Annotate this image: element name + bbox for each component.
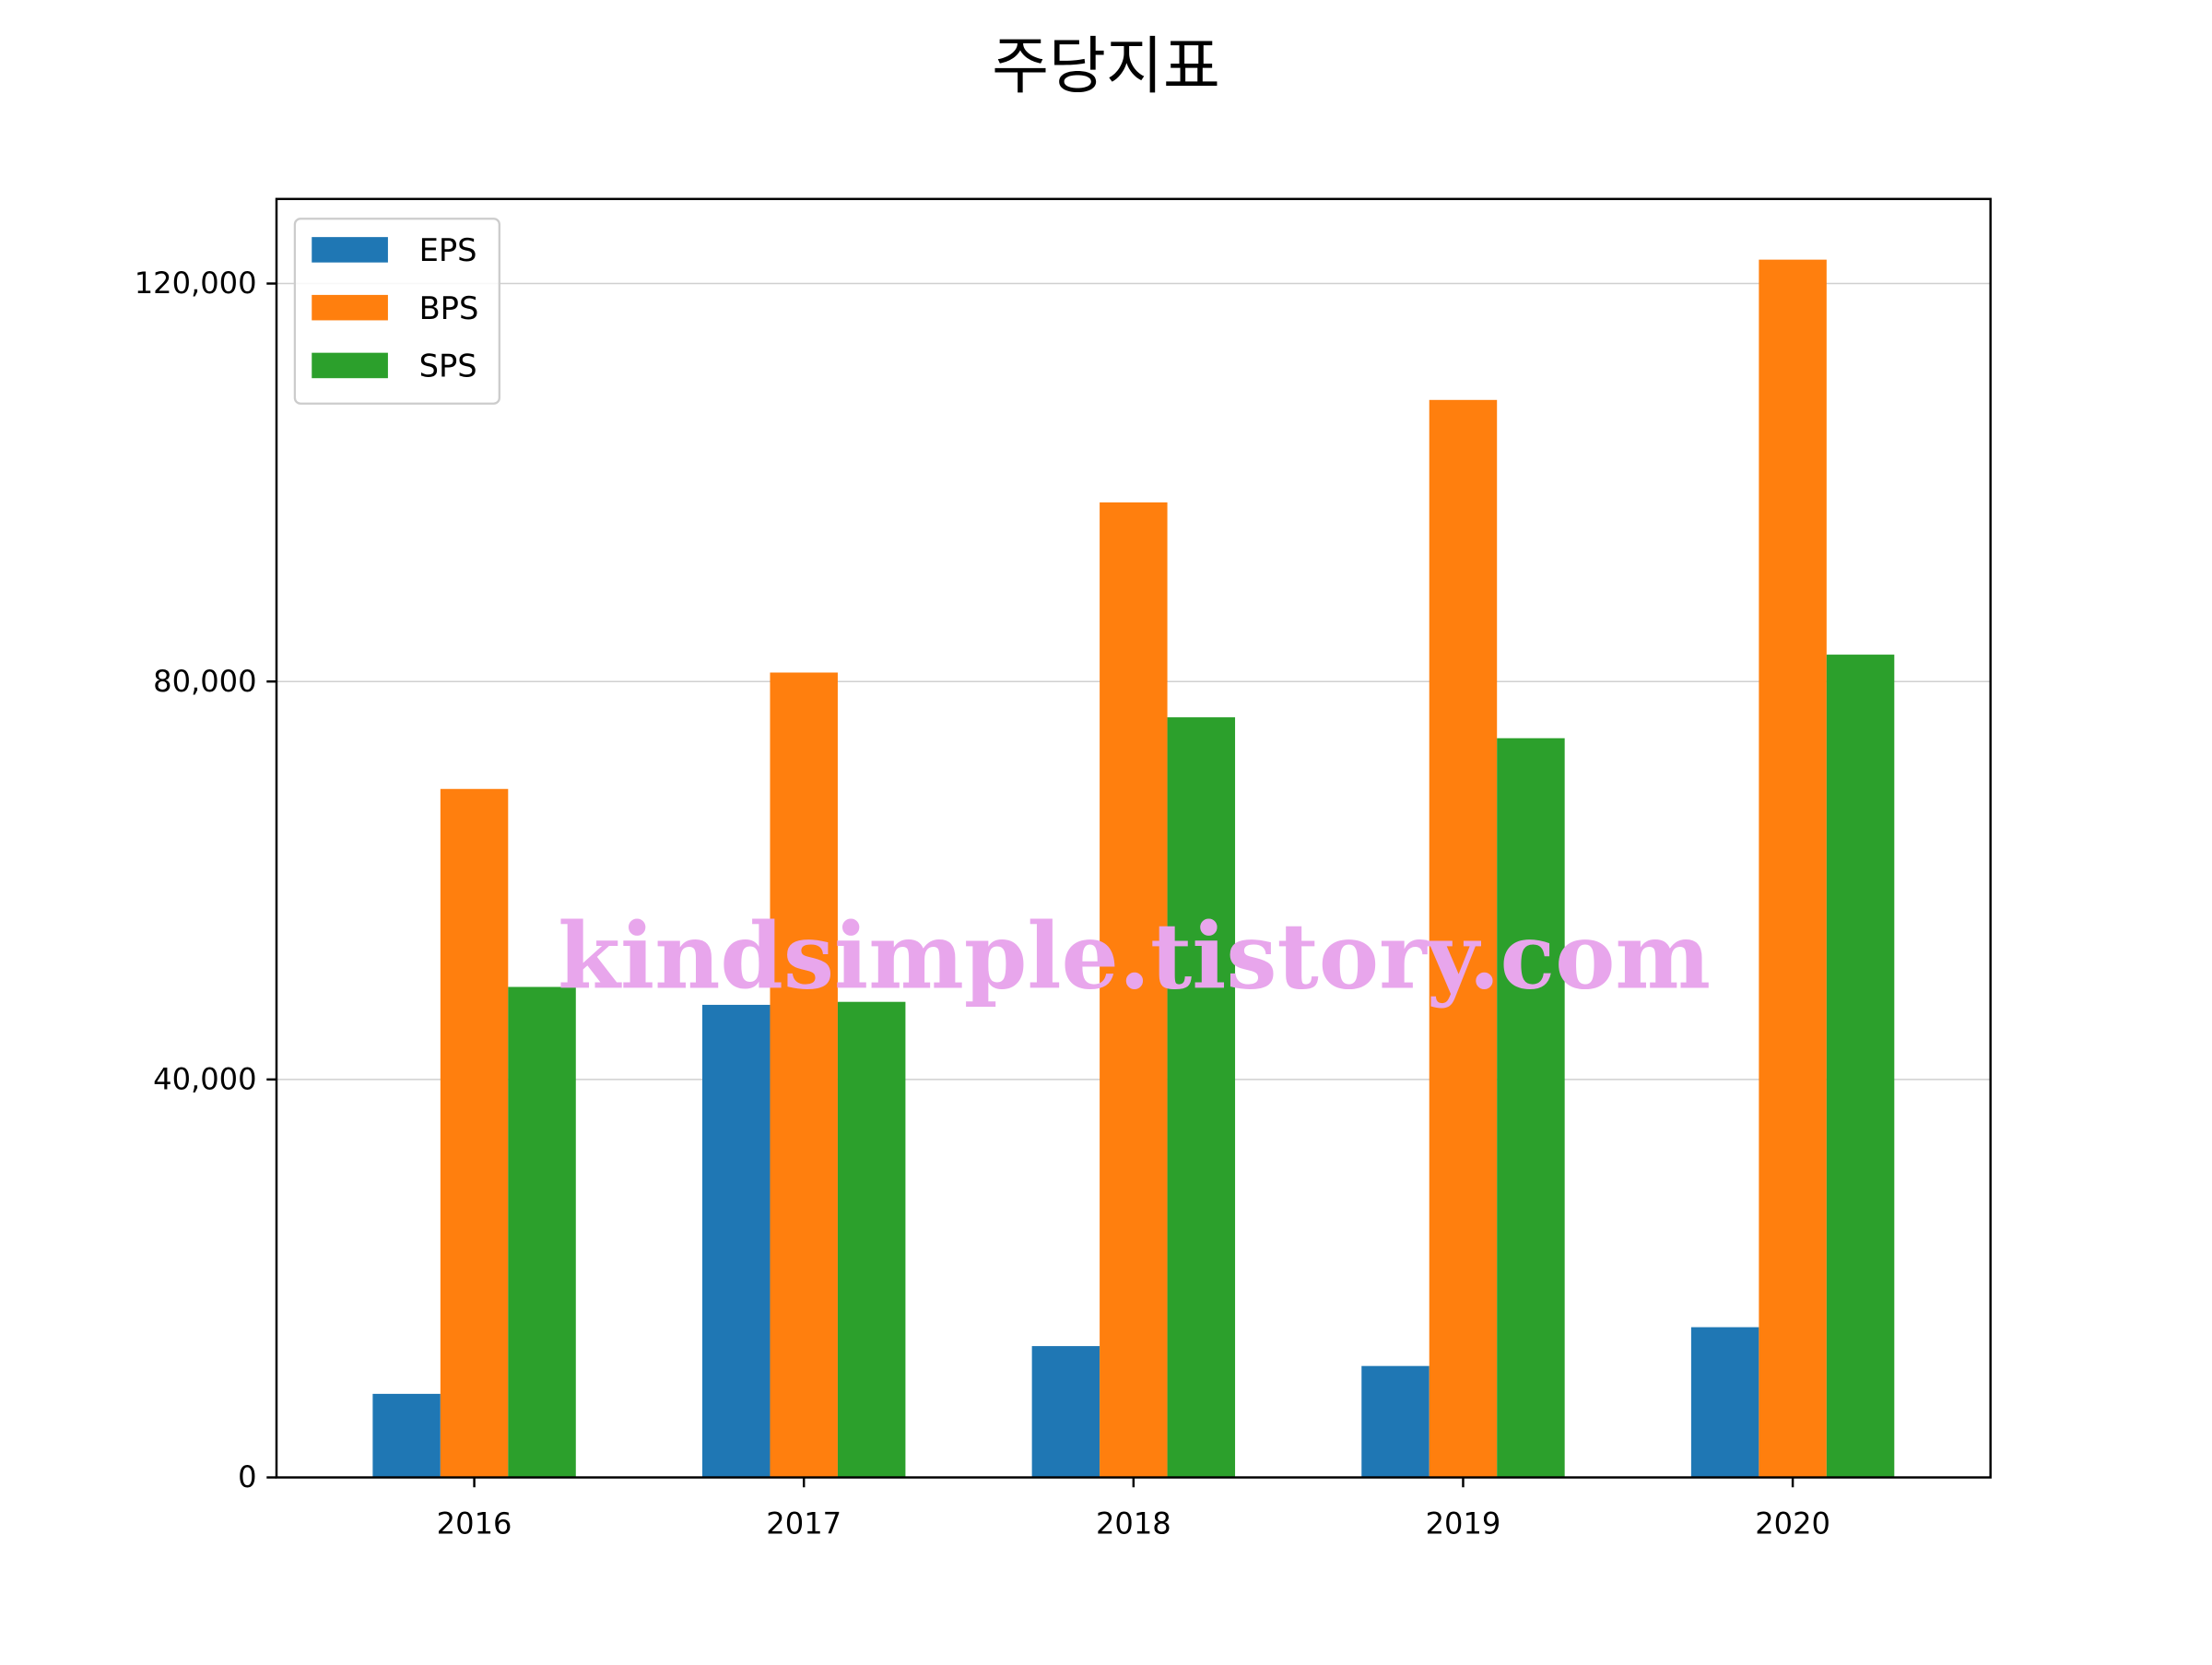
legend-label-bps: BPS — [419, 290, 479, 326]
bar-bps-2016 — [440, 788, 509, 1478]
bar-eps-2016 — [372, 1393, 441, 1478]
x-tick-label: 2017 — [766, 1506, 841, 1541]
x-tick-label: 2018 — [1096, 1506, 1171, 1541]
x-tick-label: 2019 — [1426, 1506, 1501, 1541]
bar-bps-2018 — [1100, 502, 1168, 1478]
bar-eps-2018 — [1031, 1346, 1100, 1478]
bar-sps-2017 — [837, 1001, 906, 1478]
y-tick-label: 80,000 — [153, 664, 256, 699]
legend-label-eps: EPS — [419, 232, 477, 268]
bar-bps-2019 — [1429, 399, 1498, 1478]
legend-swatch-sps — [312, 352, 388, 379]
x-tick-label: 2020 — [1755, 1506, 1830, 1541]
bar-sps-2020 — [1826, 655, 1895, 1478]
bar-eps-2020 — [1690, 1327, 1759, 1478]
legend-swatch-bps — [312, 294, 388, 321]
bar-sps-2018 — [1167, 717, 1236, 1478]
legend-label-sps: SPS — [419, 348, 477, 384]
y-tick-label: 120,000 — [135, 266, 257, 301]
bar-bps-2020 — [1759, 259, 1827, 1478]
legend: EPS BPS SPS — [293, 218, 500, 405]
axes: 0 40,000 80,000 120,000 2016 2017 2018 2019 2020 — [135, 197, 1992, 1541]
bar-eps-2019 — [1361, 1365, 1430, 1478]
x-tick-label: 2016 — [437, 1506, 512, 1541]
chart-title: 주당지표 — [992, 30, 1220, 102]
legend-swatch-eps — [312, 237, 388, 263]
y-tick-label: 0 — [238, 1459, 256, 1494]
y-tick-label: 40,000 — [153, 1062, 256, 1097]
bar-eps-2017 — [702, 1004, 771, 1478]
bar-bps-2017 — [770, 672, 838, 1478]
bar-sps-2019 — [1497, 738, 1565, 1478]
bar-sps-2016 — [508, 986, 576, 1478]
bars — [372, 259, 1895, 1478]
watermark-text: kindsimple.tistory.com — [558, 903, 1711, 1010]
